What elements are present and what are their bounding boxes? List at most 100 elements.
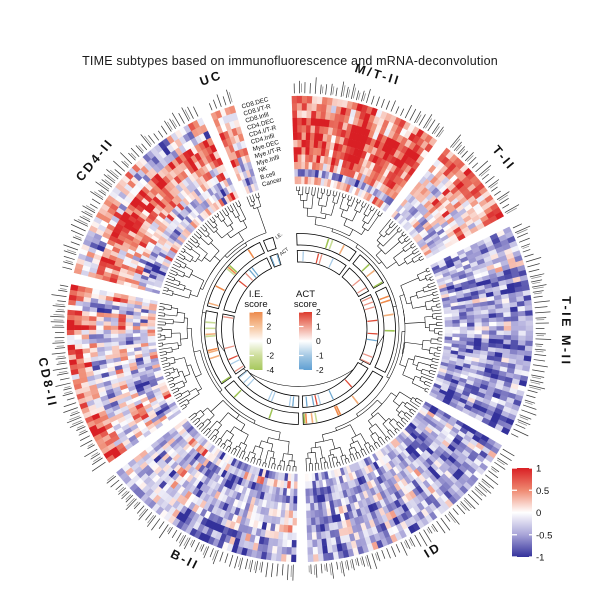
heatmap-cell: [451, 340, 460, 345]
heatmap-cell: [316, 538, 323, 547]
heatmap-cell: [199, 499, 207, 509]
heatmap-cell: [71, 373, 80, 381]
heatmap-cell: [187, 192, 196, 202]
sector-t-ie-m-ii: [429, 226, 534, 436]
heatmap-cell: [488, 321, 497, 327]
heatmap-cell: [236, 468, 243, 478]
heatmap-cell: [79, 376, 89, 384]
heatmap-cell: [88, 224, 99, 234]
heatmap-cell: [179, 505, 189, 515]
score-tick: [324, 238, 330, 249]
heatmap-cell: [210, 446, 218, 455]
heatmap-cell: [395, 436, 403, 445]
heatmap-cell: [355, 164, 363, 174]
heatmap-cell: [110, 333, 119, 339]
sample-label-mark: [459, 503, 467, 511]
heatmap-cell: [400, 209, 409, 218]
heatmap-cell: [166, 192, 175, 201]
heatmap-cell: [206, 495, 215, 504]
heatmap-cell: [396, 453, 405, 463]
heatmap-cell: [458, 464, 468, 474]
heatmap-cell: [397, 488, 406, 498]
heatmap-cell: [262, 536, 270, 546]
heatmap-cell: [327, 127, 334, 136]
heatmap-cell: [281, 546, 287, 555]
heatmap-cell: [90, 351, 99, 358]
dendrogram-arc: [332, 456, 337, 459]
dendrogram-branch: [347, 195, 350, 200]
heatmap-cell: [386, 170, 394, 180]
heatmap-cell: [382, 160, 391, 170]
sample-label-mark: [138, 508, 149, 521]
dendrogram-arc: [182, 380, 186, 386]
heatmap-cell: [463, 245, 472, 254]
heatmap-cell: [314, 509, 320, 518]
sample-label-mark: [349, 560, 353, 569]
sample-label-mark: [71, 410, 79, 414]
heatmap-cell: [337, 174, 344, 183]
heatmap-cell: [510, 335, 519, 341]
dendrogram-branch: [336, 192, 341, 204]
heatmap-cell: [195, 177, 204, 187]
heatmap-cell: [199, 456, 207, 465]
heatmap-cell: [169, 189, 178, 198]
heatmap-cell: [385, 470, 394, 479]
dendrogram-branch: [346, 199, 350, 205]
dendrogram-branch: [259, 459, 262, 466]
sample-label-mark: [176, 532, 182, 542]
heatmap-cell: [351, 186, 358, 195]
heatmap-cell: [240, 155, 248, 165]
heatmap-cell: [466, 330, 475, 335]
heatmap-cell: [377, 141, 386, 151]
sample-label-mark: [84, 448, 98, 458]
heatmap-cell: [81, 324, 90, 330]
heatmap-cell: [448, 269, 458, 276]
heatmap-cell: [354, 156, 361, 165]
heatmap-cell: [271, 545, 278, 554]
heatmap-cell: [159, 439, 168, 448]
sample-label-mark: [209, 548, 214, 558]
heatmap-cell: [204, 460, 213, 469]
heatmap-cell: [428, 242, 437, 250]
sample-label-mark: [504, 204, 520, 213]
heatmap-cell: [197, 464, 206, 473]
heatmap-cell: [407, 216, 416, 224]
heatmap-cell: [157, 200, 167, 210]
sample-label-mark: [145, 512, 153, 521]
heatmap-cell: [363, 183, 370, 193]
dendrogram-arc: [207, 407, 215, 416]
heatmap-cell: [144, 194, 153, 203]
dendrogram-branch: [166, 376, 173, 380]
heatmap-cell: [483, 206, 493, 216]
heatmap-cell: [250, 549, 258, 558]
score-tick: [248, 269, 257, 278]
heatmap-cell: [100, 413, 110, 422]
heatmap-cell: [324, 112, 332, 121]
heatmap-cell: [454, 387, 464, 395]
heatmap-cell: [175, 164, 185, 174]
heatmap-cell: [428, 137, 438, 147]
sample-label-mark: [475, 486, 487, 497]
heatmap-cell: [279, 516, 285, 525]
heatmap-cell: [285, 495, 291, 504]
sample-label-mark: [213, 99, 217, 109]
dendrogram-arc: [189, 257, 194, 263]
heatmap-cell: [375, 190, 383, 199]
heatmap-cell: [235, 126, 243, 136]
heatmap-cell: [159, 500, 169, 510]
heatmap-cell: [201, 156, 210, 166]
heatmap-cell: [311, 169, 316, 178]
heatmap-cell: [178, 427, 187, 436]
heatmap-cell: [248, 465, 255, 474]
heatmap-cell: [106, 442, 117, 451]
heatmap-cell: [297, 176, 302, 185]
heatmap-cell: [247, 184, 254, 193]
heatmap-cell: [133, 343, 142, 348]
heatmap-cell: [445, 369, 454, 376]
heatmap-cell: [399, 441, 408, 450]
heatmap-cell: [155, 375, 164, 382]
heatmap-cell: [67, 314, 75, 321]
heatmap-cell: [110, 321, 119, 326]
dendrogram-branch: [403, 417, 409, 423]
heatmap-cell: [503, 316, 512, 323]
